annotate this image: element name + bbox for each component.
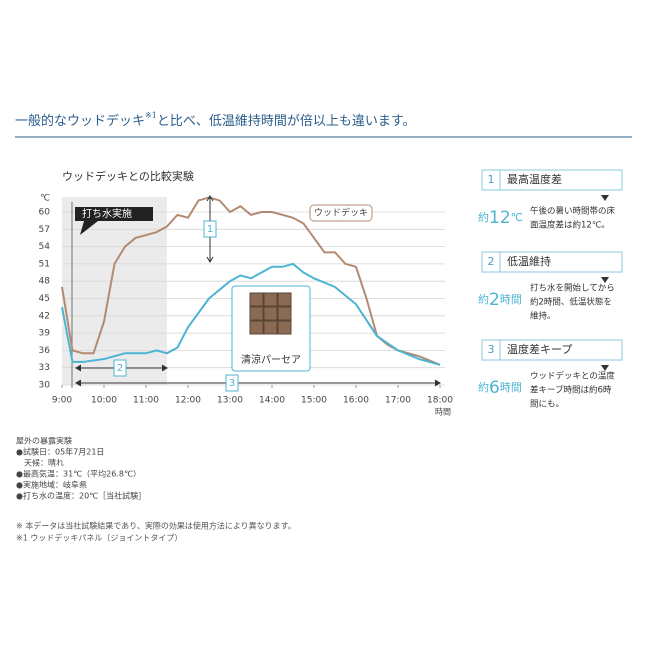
shaded-period <box>62 197 167 385</box>
value-part: 約 <box>478 380 489 394</box>
note-line: ●打ち水の温度：20℃［当社試験］ <box>16 491 146 501</box>
value-part: ℃ <box>511 211 523 224</box>
footnote: ※ 本データは当社試験結果であり、実際の効果は使用方法により異なります。 <box>16 521 296 531</box>
panel-value: 約12℃ <box>478 208 523 228</box>
panel-pointer <box>601 277 609 283</box>
value-part: 12 <box>489 208 511 228</box>
shade-label: 打ち水実施 <box>82 207 132 220</box>
x-tick-label: 17:00 <box>385 396 411 406</box>
value-part: 時間 <box>500 381 522 394</box>
x-tick-label: 16:00 <box>343 396 369 406</box>
footnote: ※1 ウッドデッキパネル（ジョイントタイプ） <box>16 533 182 543</box>
series-line <box>61 262 441 366</box>
panel-number: 3 <box>488 343 495 356</box>
panel-pointer <box>601 195 609 201</box>
note-line: 天候：晴れ <box>16 458 64 468</box>
callout <box>75 207 153 235</box>
value-part: 2 <box>489 290 500 310</box>
tile <box>249 292 264 307</box>
tile <box>263 320 278 335</box>
y-tick-label: 60 <box>39 208 51 218</box>
title-sup: ※1 <box>145 111 157 120</box>
panel-description: 約2時間、低温状態を <box>530 297 612 308</box>
tile <box>263 292 278 307</box>
arrowhead <box>75 364 168 372</box>
panel-heading-box <box>481 251 623 273</box>
x-tick-label: 18:00 <box>427 396 453 406</box>
callout <box>309 204 373 222</box>
panel-value: 約6時間 <box>478 378 522 398</box>
x-tick-label: 12:00 <box>175 396 201 406</box>
panel-heading: 低温維持 <box>507 254 551 268</box>
tile <box>277 292 292 307</box>
tile <box>263 306 278 321</box>
x-tick-label: 14:00 <box>259 396 285 406</box>
x-tick-label: 10:00 <box>91 396 117 406</box>
marker-box <box>113 359 127 377</box>
y-tick-label: 54 <box>39 242 51 252</box>
y-tick-label: 45 <box>39 294 50 304</box>
series-label: ウッドデッキ <box>314 207 368 219</box>
panel-description: 打ち水を開始してから <box>530 283 615 294</box>
y-tick-label: 48 <box>39 277 51 287</box>
x-tick-label: 15:00 <box>301 396 327 406</box>
value-part: 6 <box>489 378 500 398</box>
tile <box>249 320 264 335</box>
marker-label: 2 <box>117 363 123 374</box>
arrowhead <box>75 379 441 387</box>
x-tick-label: 9:00 <box>52 396 72 406</box>
panel-number-box <box>481 251 501 273</box>
chart-title: ウッドデッキとの比較実験 <box>62 169 194 183</box>
notes-title: 屋外の暴露実験 <box>16 436 72 446</box>
marker-label: 3 <box>229 378 235 389</box>
y-tick-label: 36 <box>39 346 51 356</box>
panel-description: 面温度差は約12℃。 <box>530 220 610 231</box>
tile <box>249 306 264 321</box>
value-part: 時間 <box>500 293 522 306</box>
tile <box>277 320 292 335</box>
arrowhead <box>206 195 214 263</box>
x-tick-label: 11:00 <box>133 396 159 406</box>
marker-label: 1 <box>207 224 213 235</box>
note-line: ●最高気温：31℃（平均26.8℃） <box>16 469 141 479</box>
y-tick-label: 30 <box>39 381 51 391</box>
title-part: と比べ、低温維持時間が倍以上も違います。 <box>157 114 416 129</box>
marker-box <box>225 374 239 392</box>
panel-heading: 温度差キープ <box>507 342 572 356</box>
y-axis-label: ℃ <box>40 194 50 204</box>
header-title: 一般的なウッドデッキ※1と比べ、低温維持時間が倍以上も違います。 <box>15 111 416 129</box>
note-line: ●実施地域：岐阜県 <box>16 480 87 490</box>
panel-description: 維持。 <box>530 311 556 322</box>
panel-number: 1 <box>488 173 495 186</box>
panel-number-box <box>481 339 501 361</box>
panel-description: ウッドデッキとの温度 <box>530 371 615 382</box>
panel-value: 約2時間 <box>478 290 522 310</box>
y-tick-label: 51 <box>39 259 50 269</box>
panel-number-box <box>481 169 501 191</box>
panel-description: 午後の暑い時間帯の床 <box>530 206 616 217</box>
title-part: 一般的なウッドデッキ <box>15 113 145 129</box>
tile <box>277 306 292 321</box>
series-label: 清涼パーセア <box>241 353 301 366</box>
x-tick-label: 13:00 <box>217 396 243 406</box>
panel-description: 差キープ時間は約6時 <box>530 385 612 396</box>
y-tick-label: 57 <box>39 225 50 235</box>
panel-number: 2 <box>488 255 495 268</box>
x-axis-label: 時間 <box>435 408 451 417</box>
panel-heading: 最高温度差 <box>507 172 562 186</box>
y-tick-label: 33 <box>39 363 50 373</box>
marker-box <box>203 220 217 238</box>
tile-image <box>249 292 292 335</box>
y-tick-label: 42 <box>39 311 50 321</box>
panel-description: 間にも。 <box>530 400 564 410</box>
series-line <box>61 196 441 366</box>
value-part: 約 <box>478 292 489 306</box>
value-part: 約 <box>478 210 489 224</box>
y-tick-label: 39 <box>39 329 51 339</box>
note-line: ●試験日：05年7月21日 <box>16 447 104 457</box>
panel-pointer <box>601 365 609 371</box>
